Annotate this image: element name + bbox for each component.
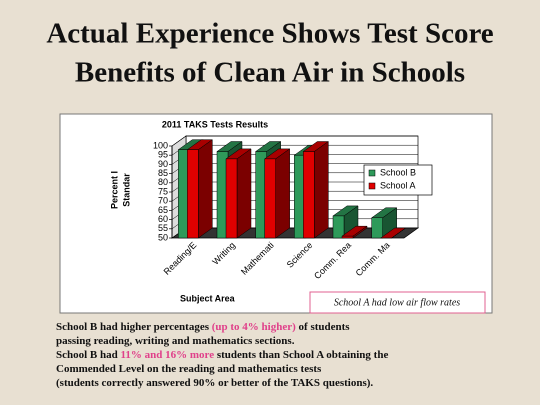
- annotation-box: [309, 291, 486, 314]
- note-text: 11% and 16% more: [121, 349, 215, 361]
- y-tick-label: 100: [153, 140, 168, 150]
- bar-side: [236, 148, 252, 239]
- legend-box: [363, 164, 433, 196]
- y-tick-label: 60: [158, 214, 168, 224]
- bar-side: [314, 141, 329, 239]
- y-tick-label: 50: [158, 232, 168, 242]
- bar: [341, 235, 354, 239]
- y-tick-label: 65: [158, 205, 168, 215]
- x-axis-label: Subject Area: [180, 293, 236, 303]
- y-axis-label: Standar: [121, 173, 131, 207]
- notes: School B had higher percentages (up to 4…: [56, 321, 388, 389]
- y-tick-label: 55: [158, 223, 168, 233]
- note-text: (up to 4% higher): [212, 321, 296, 333]
- note-text: School B had: [56, 349, 121, 361]
- note-line: School B had higher percentages (up to 4…: [56, 321, 350, 333]
- bar-side: [198, 139, 213, 239]
- bar: [332, 215, 345, 239]
- note-line: School B had 11% and 16% more students t…: [56, 349, 388, 361]
- bar: [264, 158, 276, 239]
- note-text: Commended Level on the reading and mathe…: [56, 363, 322, 375]
- y-tick-label: 80: [158, 177, 168, 187]
- bar: [225, 158, 238, 239]
- slide-title: Benefits of Clean Air in Schools: [75, 57, 465, 89]
- slide-title: Actual Experience Shows Test Score: [46, 18, 493, 50]
- note-line: passing reading, writing and mathematics…: [56, 335, 295, 347]
- bar: [303, 151, 315, 239]
- legend-label: School A: [380, 180, 416, 190]
- legend-swatch: [368, 182, 376, 190]
- y-tick-label: 90: [158, 159, 168, 169]
- y-axis-label: Percent I: [109, 171, 119, 209]
- y-tick-label: 75: [158, 186, 168, 196]
- annotation: School A had low air flow rates: [334, 297, 460, 308]
- note-line: (students correctly answered 90% or bett…: [56, 377, 373, 389]
- bar: [371, 217, 383, 239]
- y-tick-label: 70: [158, 196, 168, 206]
- note-text: passing reading, writing and mathematics…: [56, 335, 295, 347]
- note-text: of students: [296, 321, 351, 333]
- y-tick-label: 85: [158, 168, 168, 178]
- bar: [187, 149, 199, 239]
- y-tick-label: 95: [158, 150, 168, 160]
- note-line: Commended Level on the reading and mathe…: [56, 363, 322, 375]
- chart-title: 2011 TAKS Tests Results: [162, 119, 268, 129]
- note-text: students than School A obtaining the: [214, 349, 388, 361]
- note-text: School B had higher percentages: [56, 321, 212, 333]
- note-text: (students correctly answered 90% or bett…: [56, 377, 373, 389]
- grid-line: [171, 135, 418, 147]
- bar-side: [391, 227, 406, 239]
- legend-label: School B: [380, 167, 416, 177]
- bar-side: [275, 148, 290, 239]
- legend-swatch: [368, 169, 376, 177]
